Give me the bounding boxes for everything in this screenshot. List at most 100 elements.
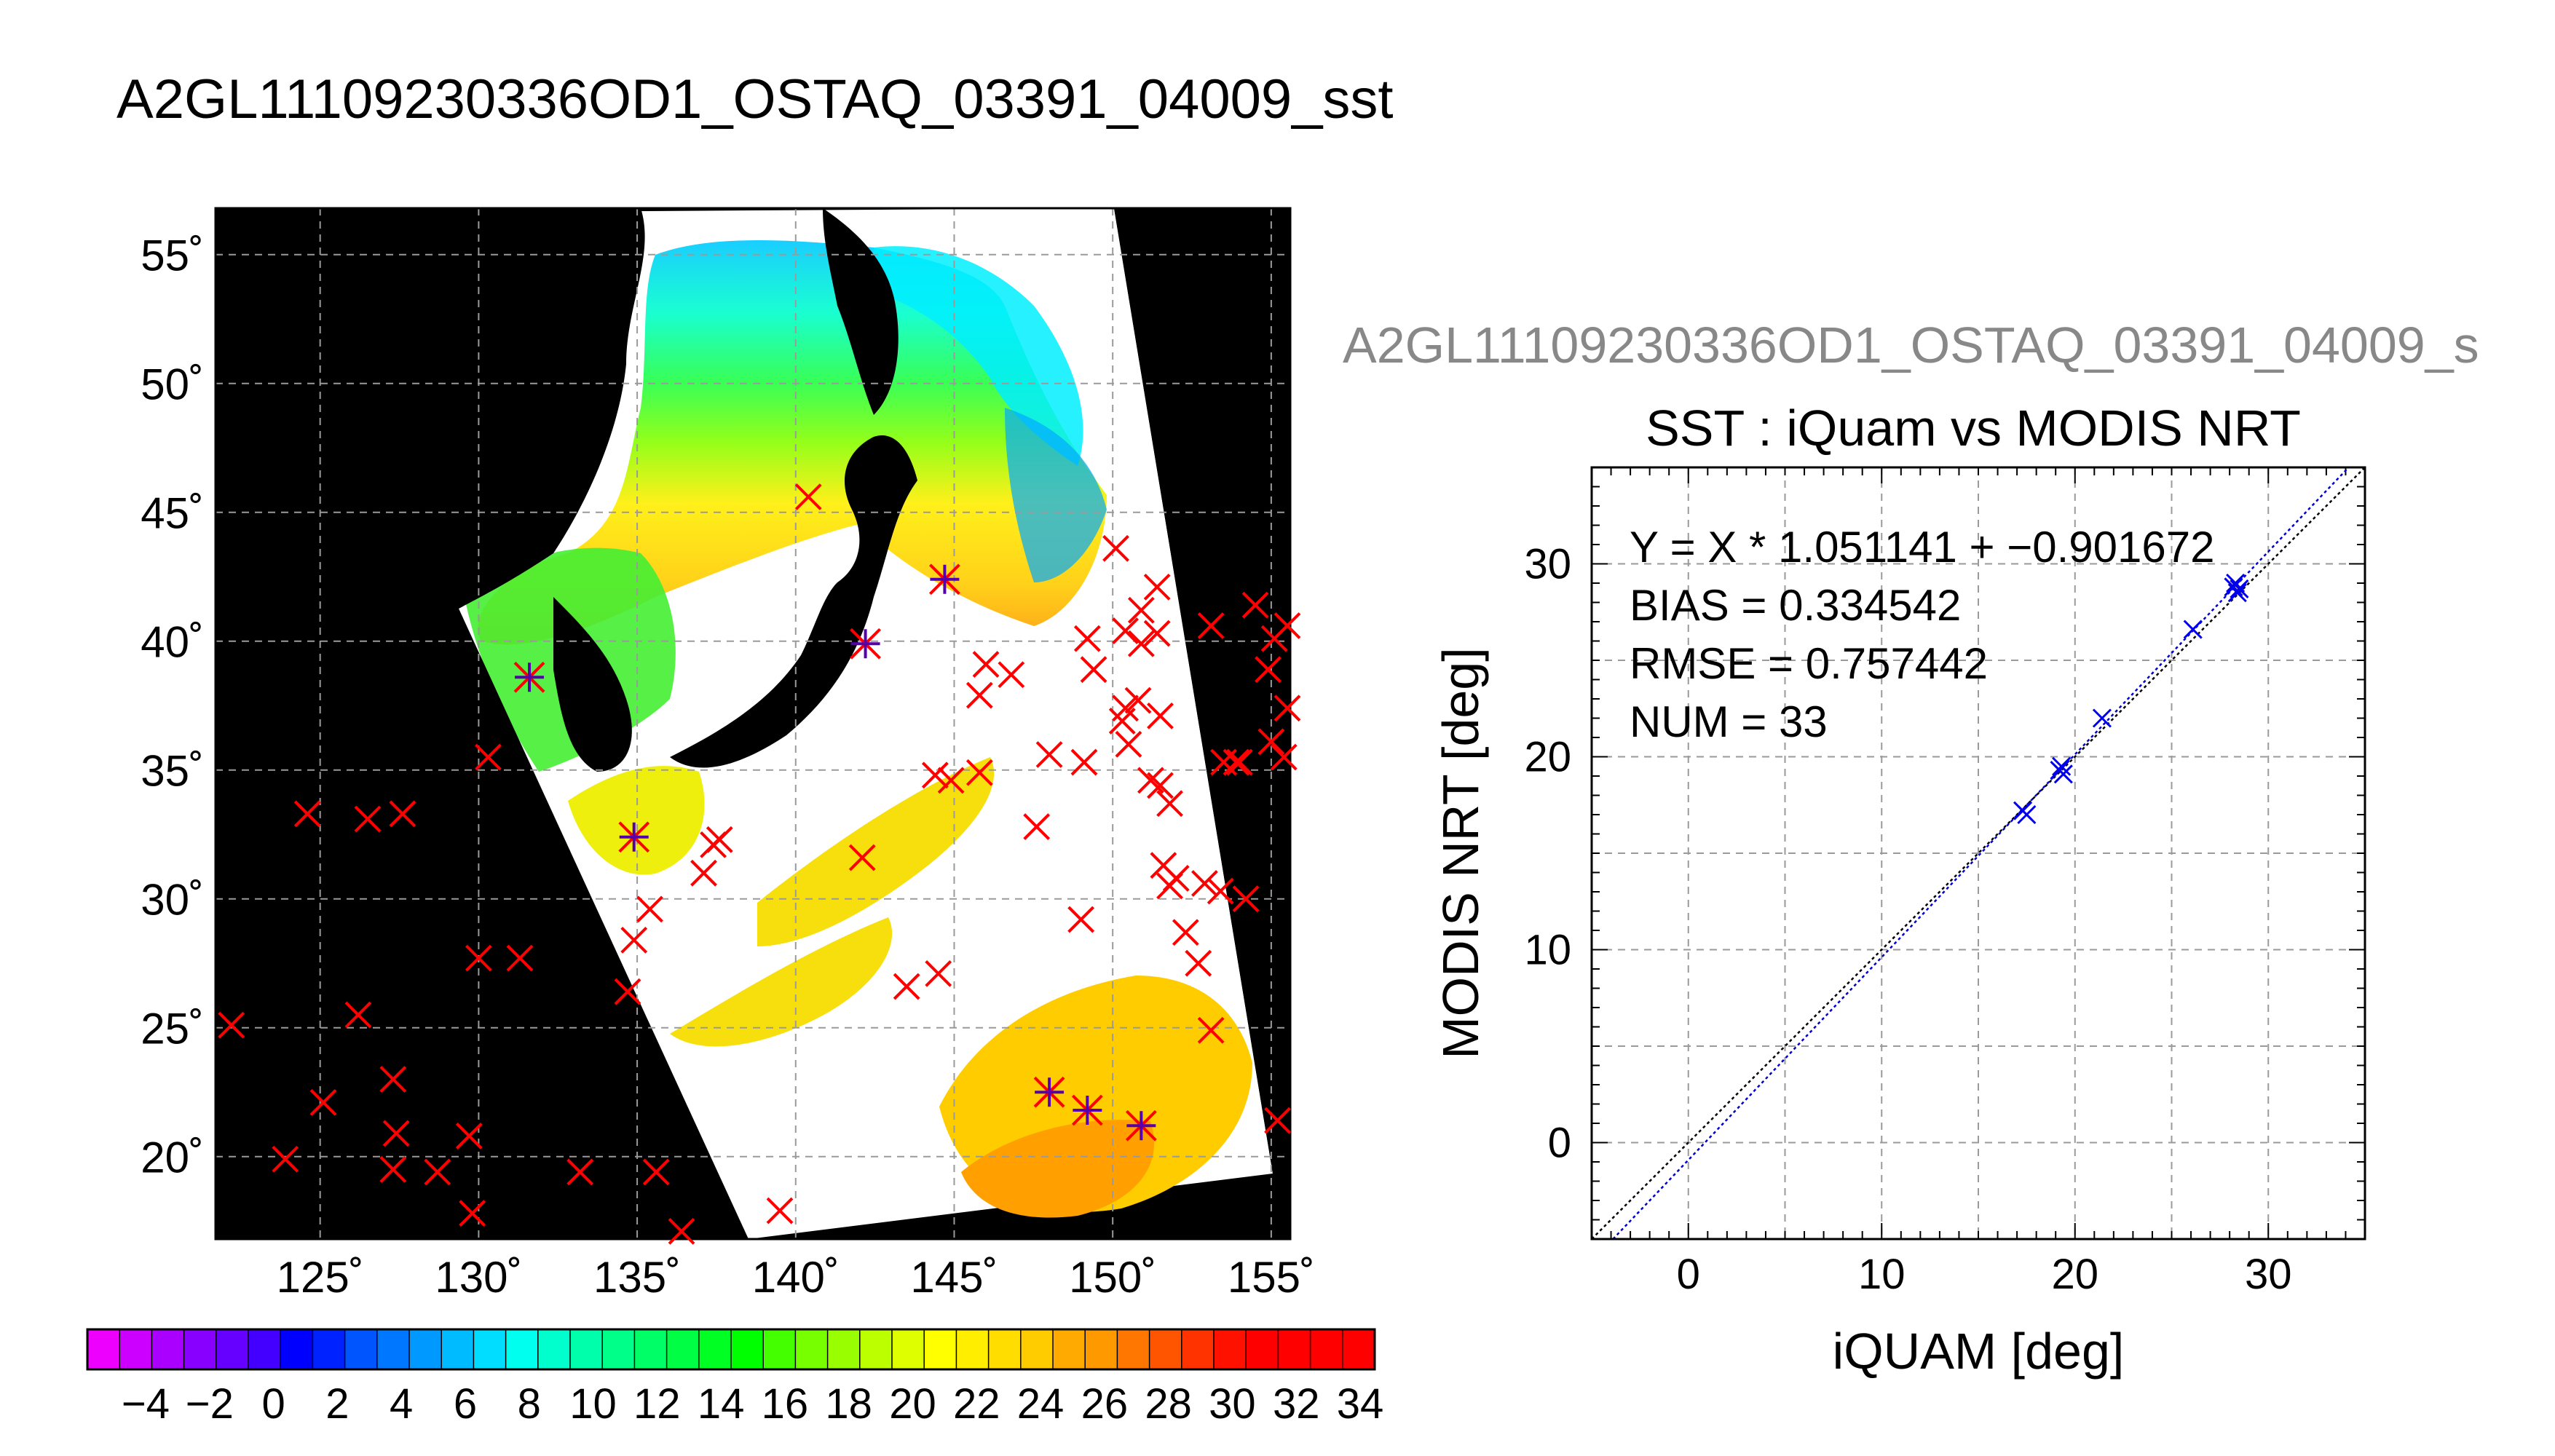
colorbar-cell bbox=[1342, 1329, 1375, 1369]
lat-tick-label: 40˚ bbox=[141, 618, 204, 667]
buoy-marker bbox=[1112, 617, 1140, 644]
buoy-marker bbox=[1035, 741, 1063, 768]
colorbar-cell bbox=[602, 1329, 635, 1369]
scatter-point bbox=[2092, 708, 2112, 728]
land-sakhalin bbox=[823, 208, 899, 415]
scatter-stat-line: RMSE = 0.757442 bbox=[1630, 639, 1988, 688]
colorbar-cell bbox=[924, 1329, 957, 1369]
colorbar-tick-label: −4 bbox=[122, 1380, 170, 1428]
colorbar-tick-label: 16 bbox=[762, 1380, 809, 1428]
colorbar-frame bbox=[86, 1328, 1376, 1371]
scatter-grid bbox=[1591, 467, 2366, 1240]
colorbar-tick-label: 28 bbox=[1145, 1380, 1192, 1428]
buoy-marker bbox=[1108, 708, 1136, 735]
buoy-marker bbox=[1225, 748, 1253, 776]
buoy-marker bbox=[566, 1158, 594, 1186]
scatter-point bbox=[2052, 756, 2072, 776]
x-tick-label: 20 bbox=[2051, 1251, 2098, 1298]
colorbar: −4 −2 0 2 4 6 8 10 12 14 16 18 20 22 24 26 28 30 32 34 bbox=[86, 1328, 1384, 1428]
colorbar-tick-label: 12 bbox=[633, 1380, 681, 1428]
land-japan bbox=[670, 435, 917, 768]
x-tick-labels: 0 10 20 30 bbox=[1677, 1251, 2292, 1298]
matchup-marker bbox=[1125, 1109, 1157, 1142]
colorbar-cell bbox=[1149, 1329, 1182, 1369]
buoy-marker bbox=[1147, 702, 1174, 729]
colorbar-tick-label: 18 bbox=[825, 1380, 872, 1428]
colorbar-cell bbox=[570, 1329, 603, 1369]
scatter-stat-line: Y = X * 1.051141 + −0.901672 bbox=[1630, 523, 2215, 571]
colorbar-cell bbox=[1181, 1329, 1215, 1369]
scatter-stat-line: BIAS = 0.334542 bbox=[1630, 581, 1961, 630]
lon-tick-label: 145˚ bbox=[910, 1253, 998, 1302]
lat-tick-label: 25˚ bbox=[141, 1005, 204, 1053]
main-title: A2GL11109230336OD1_OSTAQ_03391_04009_sst bbox=[117, 68, 1394, 130]
buoy-marker bbox=[465, 944, 492, 972]
colorbar-cell bbox=[795, 1329, 829, 1369]
buoy-marker bbox=[218, 1011, 245, 1039]
buoy-marker bbox=[965, 759, 993, 786]
y-axis-label: MODIS NRT [deg] bbox=[1432, 647, 1489, 1059]
buoy-marker bbox=[1102, 534, 1129, 562]
buoy-marker bbox=[475, 743, 502, 771]
lon-tick-label: 140˚ bbox=[752, 1253, 840, 1302]
scatter-points bbox=[2013, 573, 2249, 825]
buoy-marker bbox=[848, 844, 876, 871]
lon-tick-label: 155˚ bbox=[1228, 1253, 1315, 1302]
scatter-point bbox=[2017, 804, 2037, 825]
scatter-point bbox=[2053, 764, 2073, 784]
buoy-marker bbox=[1223, 748, 1250, 776]
buoy-marker bbox=[921, 761, 949, 789]
colorbar-cell bbox=[312, 1329, 346, 1369]
lon-tick-label: 125˚ bbox=[277, 1253, 364, 1302]
buoy-marker bbox=[272, 1145, 299, 1173]
sst-region-north bbox=[478, 240, 1107, 645]
scatter-point bbox=[2183, 620, 2203, 639]
matchup-marker bbox=[850, 628, 881, 660]
scatter-point bbox=[2224, 577, 2243, 597]
colorbar-cell bbox=[87, 1329, 120, 1369]
colorbar-cell bbox=[892, 1329, 925, 1369]
colorbar-tick-label: 22 bbox=[953, 1380, 1000, 1428]
colorbar-tick-label: 4 bbox=[390, 1380, 413, 1428]
buoy-marker bbox=[794, 483, 822, 510]
map-grid bbox=[216, 208, 1290, 1239]
y-tick-label: 10 bbox=[1524, 927, 1571, 974]
x-tick-label: 10 bbox=[1858, 1251, 1906, 1298]
sst-region-cyan bbox=[874, 246, 1083, 466]
buoy-marker bbox=[1143, 573, 1171, 601]
buoy-marker bbox=[382, 1120, 410, 1147]
colorbar-cell bbox=[827, 1329, 861, 1369]
scatter-frame bbox=[1590, 466, 2366, 1241]
colorbar-tick-label: 6 bbox=[454, 1380, 477, 1428]
map-frame bbox=[214, 207, 1292, 1241]
sst-region-orange-deep bbox=[961, 1120, 1155, 1218]
y-tick-label: 20 bbox=[1524, 734, 1571, 781]
buoy-marker bbox=[1264, 1107, 1291, 1134]
colorbar-cell bbox=[698, 1329, 732, 1369]
colorbar-cell bbox=[280, 1329, 313, 1369]
buoy-marker bbox=[455, 1122, 483, 1150]
buoy-marker bbox=[1080, 656, 1107, 684]
colorbar-cell bbox=[763, 1329, 796, 1369]
colorbar-cell bbox=[1310, 1329, 1343, 1369]
scatter-stats: Y = X * 1.051141 + −0.901672 BIAS = 0.334… bbox=[1630, 523, 2215, 746]
colorbar-cell bbox=[344, 1329, 378, 1369]
buoy-marker bbox=[1273, 695, 1301, 722]
colorbar-tick-label: 34 bbox=[1337, 1380, 1384, 1428]
buoy-marker bbox=[1143, 620, 1171, 647]
buoy-marker bbox=[1197, 612, 1225, 639]
colorbar-cell bbox=[634, 1329, 668, 1369]
buoy-marker bbox=[1124, 687, 1152, 714]
buoy-marker bbox=[1255, 656, 1282, 684]
colorbar-tick-label: −2 bbox=[186, 1380, 234, 1428]
sst-map: 55˚ 50˚ 45˚ 40˚ 35˚ 30˚ 25˚ 20˚ 125˚ 130˚ 135˚ 140… bbox=[141, 207, 1315, 1302]
colorbar-cell bbox=[731, 1329, 764, 1369]
buoy-marker bbox=[1241, 591, 1269, 619]
buoy-marker bbox=[389, 800, 416, 828]
buoy-marker bbox=[620, 926, 648, 954]
land-korea-china bbox=[216, 208, 645, 609]
buoy-marker bbox=[668, 1217, 695, 1245]
colorbar-cell bbox=[183, 1329, 217, 1369]
colorbar-cell bbox=[1246, 1329, 1279, 1369]
colorbar-cell bbox=[1214, 1329, 1247, 1369]
